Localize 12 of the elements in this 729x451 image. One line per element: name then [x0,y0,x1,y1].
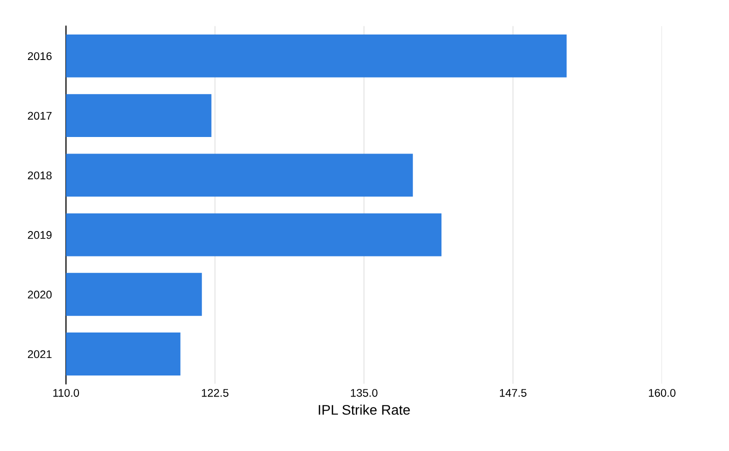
x-tick-label: 110.0 [53,388,80,397]
x-axis-title: IPL Strike Rate [318,404,410,415]
x-tick-label: 135.0 [350,388,378,397]
y-tick-label: 2019 [28,231,52,239]
y-tick-label: 2021 [28,350,52,358]
x-tick-label: 147.5 [500,389,526,397]
y-tick-label: 2020 [28,290,52,299]
x-tick-label: 160.0 [648,388,676,397]
y-tick-label: 2017 [28,112,52,120]
x-tick-label: 122.5 [202,388,228,397]
y-tick-label: 2018 [28,171,52,180]
y-tick-label: 2016 [28,52,52,60]
